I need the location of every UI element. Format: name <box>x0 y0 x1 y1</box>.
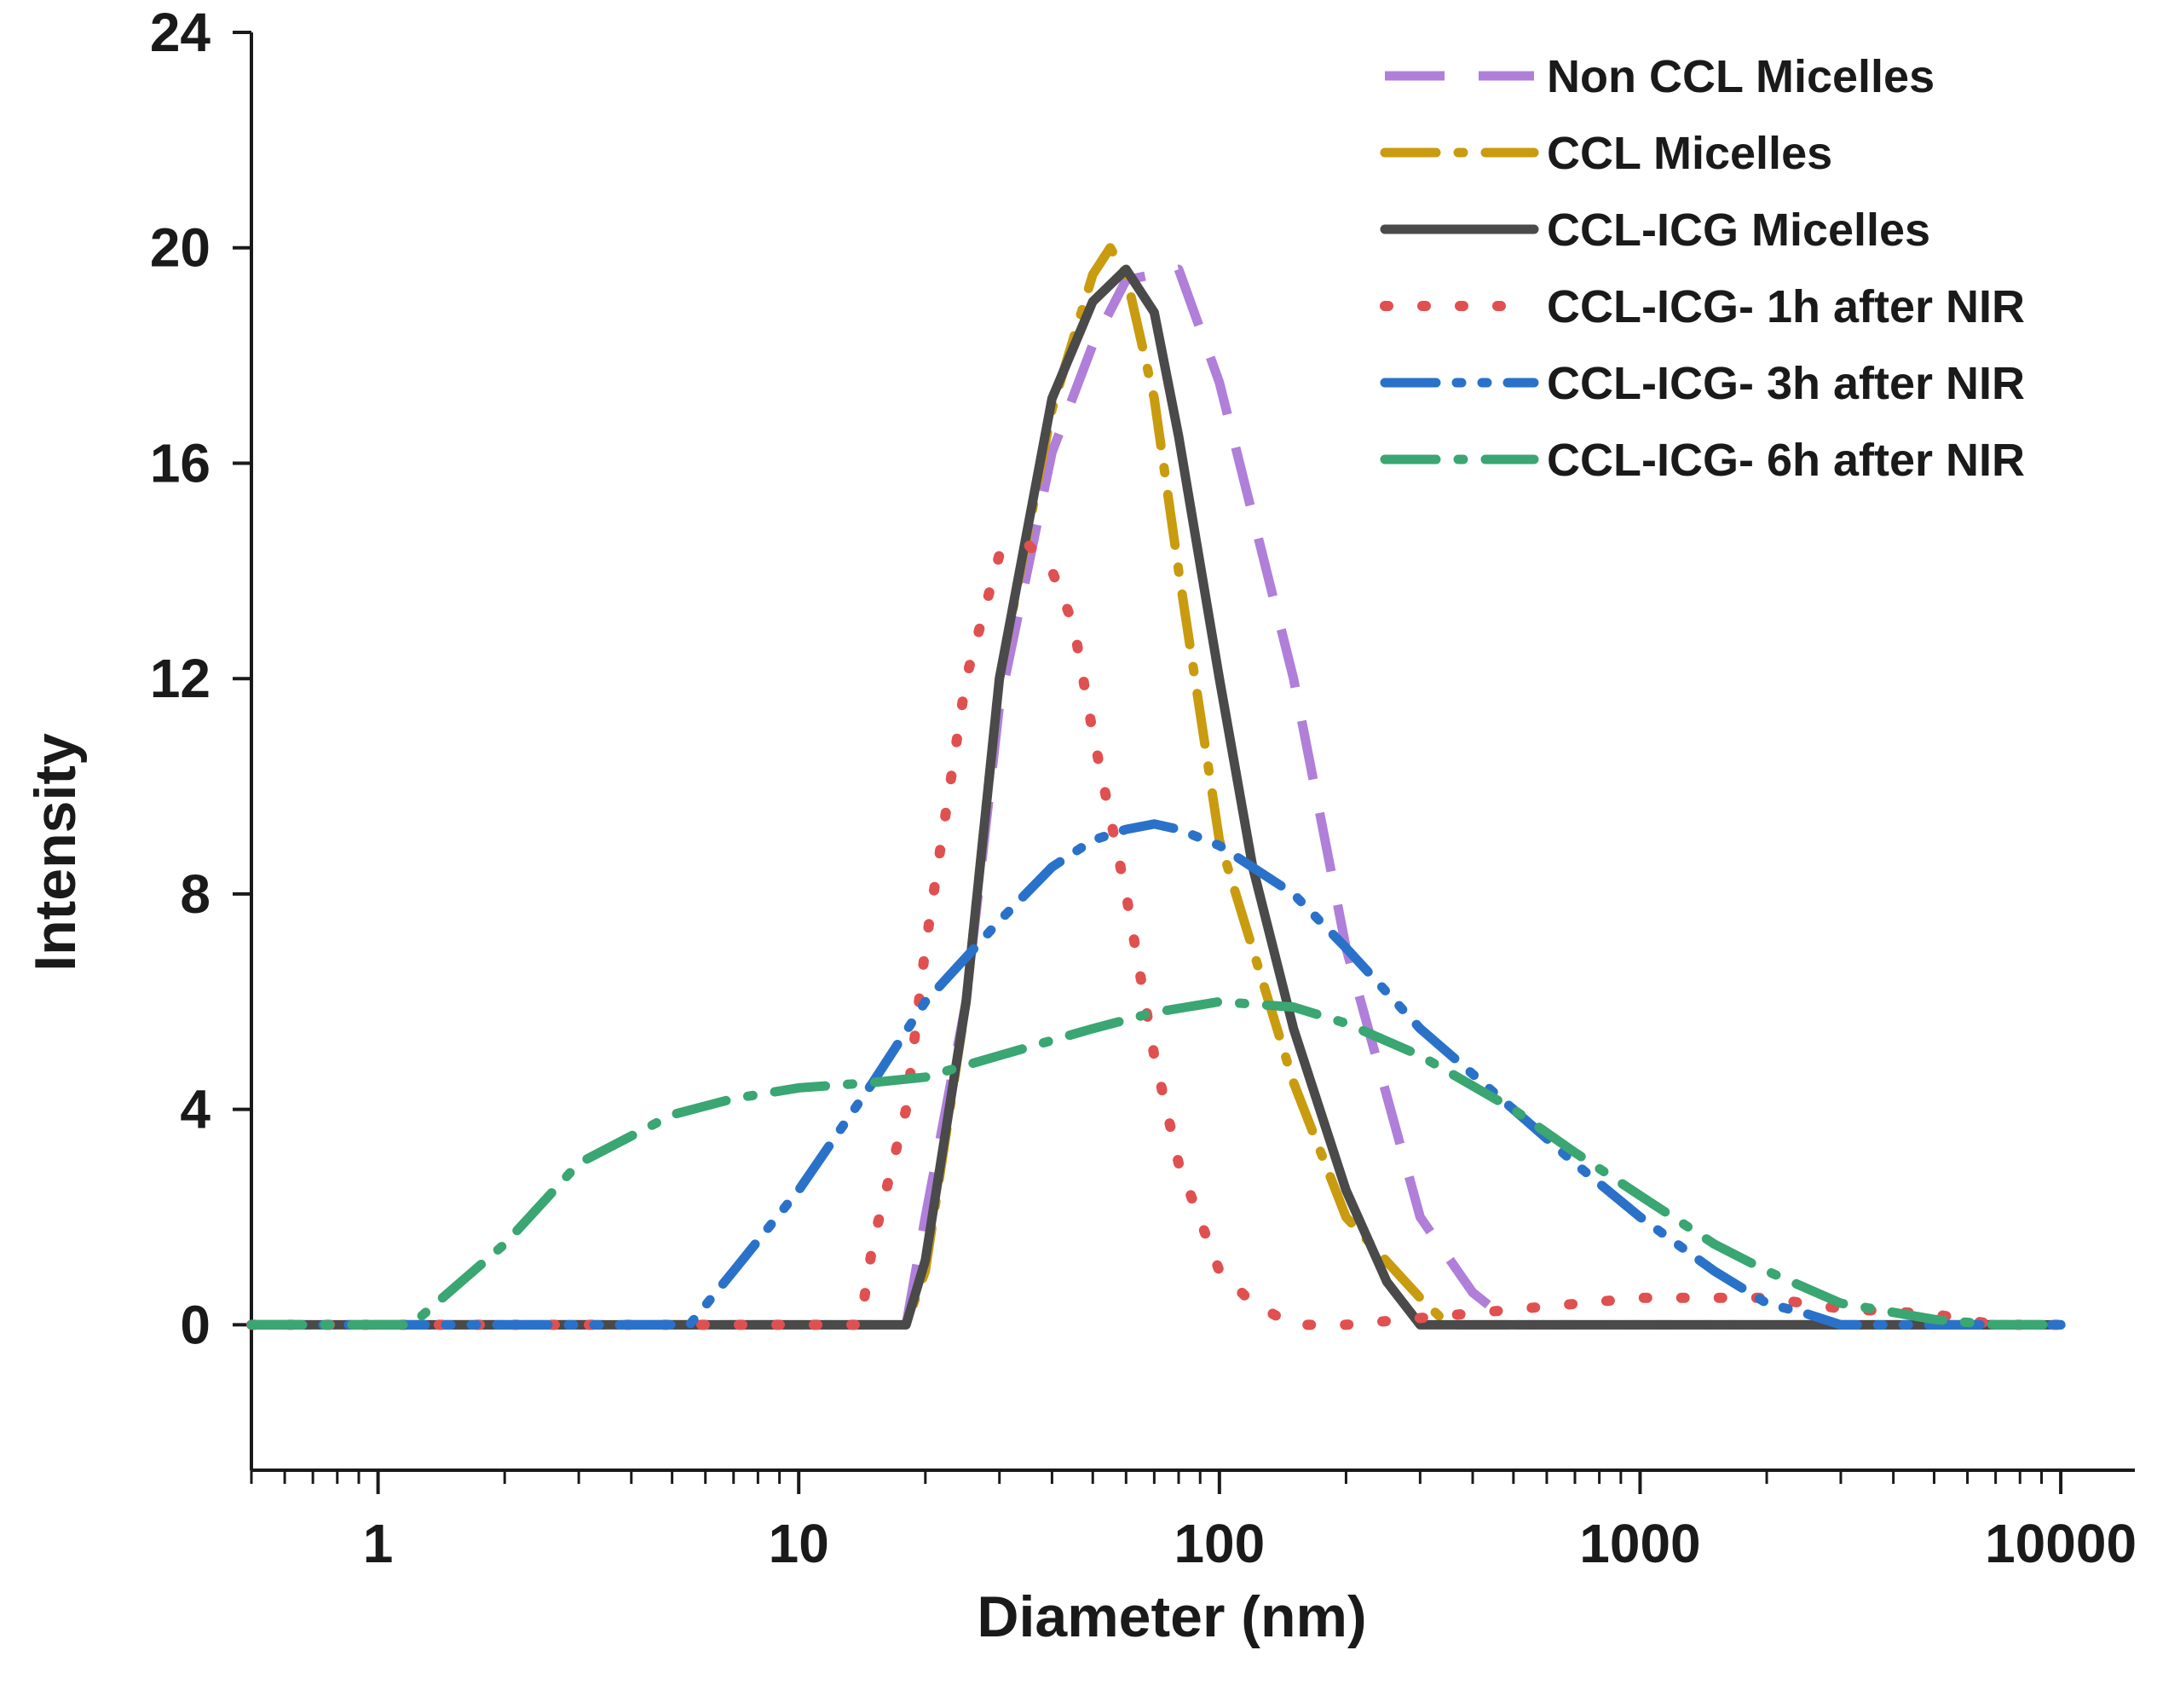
axes: 0 4 8 12 16 20 24 1 10 100 1000 10000 <box>150 2 2137 1574</box>
x-tick-label: 1 <box>363 1513 394 1574</box>
series-line-6 <box>246 996 2066 1330</box>
legend-label-2: CCL Micelles <box>1547 128 1832 179</box>
x-axis-title: Diameter (nm) <box>977 1584 1366 1649</box>
x-tick-label: 1000 <box>1579 1513 1700 1574</box>
series-line-5 <box>246 819 2066 1330</box>
y-tick-label: 20 <box>150 217 211 279</box>
series-line-2 <box>246 243 2066 1330</box>
y-tick-label: 12 <box>150 648 211 709</box>
legend-label-5: CCL-ICG- 3h after NIR <box>1547 358 2025 409</box>
y-tick-label: 24 <box>150 2 211 63</box>
y-tick-label: 16 <box>150 432 211 493</box>
x-tick-label: 10 <box>769 1513 829 1574</box>
legend: Non CCL Micelles CCL Micelles CCL-ICG Mice… <box>1380 51 2025 486</box>
y-tick-label: 8 <box>180 863 211 925</box>
x-tick-label: 100 <box>1174 1513 1265 1574</box>
series-line-3 <box>246 264 2066 1330</box>
series-layer <box>246 243 2067 1330</box>
legend-label-6: CCL-ICG- 6h after NIR <box>1547 435 2025 486</box>
y-tick-label: 4 <box>180 1079 211 1140</box>
legend-label-3: CCL-ICG Micelles <box>1547 205 1930 256</box>
legend-label-4: CCL-ICG- 1h after NIR <box>1547 281 2025 332</box>
x-tick-label: 10000 <box>1985 1513 2137 1574</box>
legend-label-1: Non CCL Micelles <box>1547 51 1935 102</box>
series-line-4 <box>246 539 2067 1330</box>
y-tick-label: 0 <box>180 1294 211 1355</box>
y-axis-title: Intensity <box>23 733 88 972</box>
